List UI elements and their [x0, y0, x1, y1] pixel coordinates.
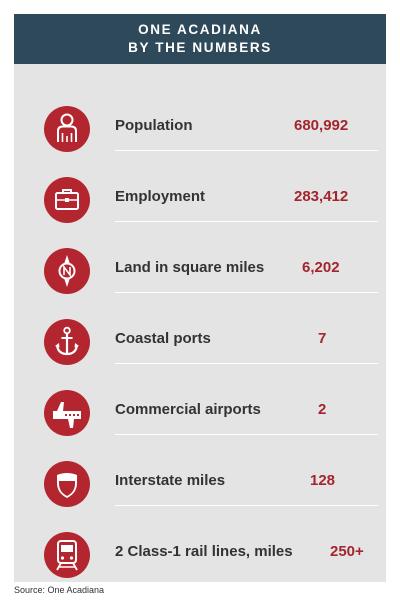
airplane-icon — [44, 390, 90, 436]
person-icon — [44, 106, 90, 152]
stat-label: Interstate miles — [115, 472, 226, 489]
row-divider — [115, 150, 378, 151]
stat-value: 2 — [318, 401, 327, 418]
stat-row-land: Land in square miles 6,202 — [14, 235, 386, 306]
stat-label: Employment — [115, 188, 206, 205]
stat-row-population: Population 680,992 — [14, 93, 386, 164]
source-note: Source: One Acadiana — [14, 585, 105, 595]
stats-card: ONE ACADIANA BY THE NUMBERS Population 6… — [14, 14, 386, 582]
shield-icon — [44, 461, 90, 507]
stat-row-interstate-miles: Interstate miles 128 — [14, 448, 386, 519]
stat-label: 2 Class-1 rail lines, miles — [115, 543, 293, 560]
row-divider — [115, 505, 378, 506]
stat-value: 7 — [318, 330, 327, 347]
stat-label: Land in square miles — [115, 259, 265, 276]
row-divider — [115, 363, 378, 364]
compass-icon — [44, 248, 90, 294]
stat-label: Population — [115, 117, 193, 134]
stat-value: 128 — [310, 472, 336, 489]
row-divider — [115, 292, 378, 293]
briefcase-icon — [44, 177, 90, 223]
train-icon — [44, 532, 90, 578]
header-title-line1: ONE ACADIANA — [138, 22, 262, 37]
row-divider — [115, 221, 378, 222]
header-title-line2: BY THE NUMBERS — [128, 40, 272, 55]
stat-row-commercial-airports: Commercial airports 2 — [14, 377, 386, 448]
stat-value: 283,412 — [294, 188, 349, 205]
stat-row-rail-lines: 2 Class-1 rail lines, miles 250+ — [14, 519, 386, 590]
stat-value: 680,992 — [294, 117, 349, 134]
anchor-icon — [44, 319, 90, 365]
stat-row-employment: Employment 283,412 — [14, 164, 386, 235]
card-header: ONE ACADIANA BY THE NUMBERS — [14, 14, 386, 64]
stat-label: Coastal ports — [115, 330, 211, 347]
stat-value: 250+ — [330, 543, 364, 560]
stat-row-coastal-ports: Coastal ports 7 — [14, 306, 386, 377]
stat-value: 6,202 — [302, 259, 340, 276]
row-divider — [115, 434, 378, 435]
stat-label: Commercial airports — [115, 401, 261, 418]
